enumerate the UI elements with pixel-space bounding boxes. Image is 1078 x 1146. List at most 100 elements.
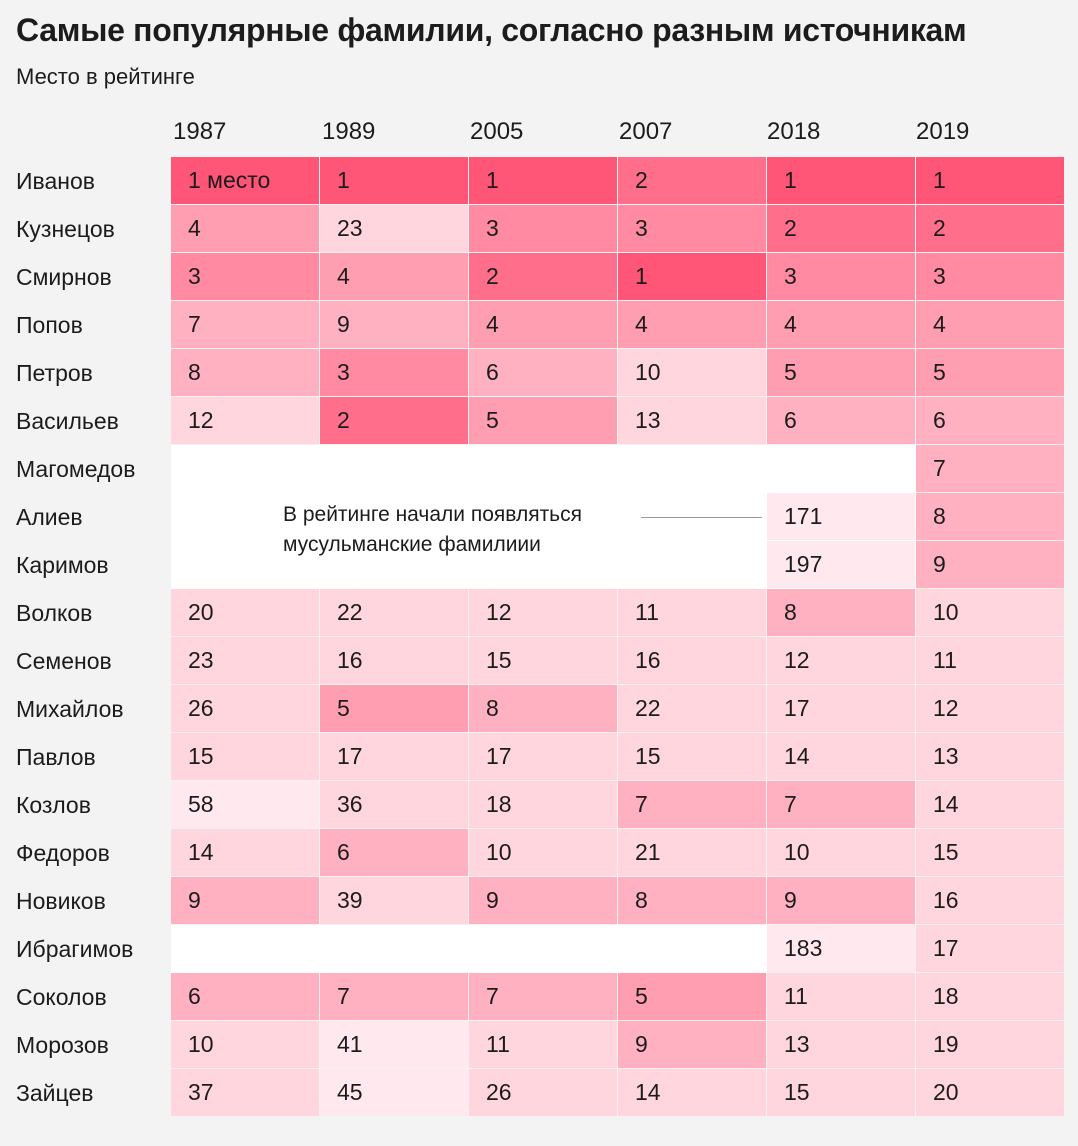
rank-cell: 6 <box>916 397 1064 444</box>
rank-cell: 5 <box>618 973 766 1020</box>
rank-cell: 10 <box>171 1021 319 1068</box>
rank-cell: 17 <box>916 925 1064 972</box>
rank-cell: 8 <box>171 349 319 396</box>
rank-cell: 6 <box>171 973 319 1020</box>
rank-cell: 15 <box>469 637 617 684</box>
rank-cell: 20 <box>171 589 319 636</box>
rank-cell: 8 <box>469 685 617 732</box>
row-label: Смирнов <box>16 264 112 290</box>
rank-cell: 1 <box>618 253 766 300</box>
rank-cell: 19 <box>916 1021 1064 1068</box>
row-label: Каримов <box>16 552 109 578</box>
row-label: Иванов <box>16 168 95 194</box>
rank-cell: 13 <box>618 397 766 444</box>
row-label: Кузнецов <box>16 216 115 242</box>
column-header-1989: 1989 <box>322 118 376 145</box>
rank-cell: 9 <box>320 301 468 348</box>
column-header-2007: 2007 <box>619 118 673 145</box>
rank-cell: 12 <box>469 589 617 636</box>
rank-cell: 26 <box>469 1069 617 1116</box>
row-label: Семенов <box>16 648 112 674</box>
rank-cell: 1 <box>767 157 915 204</box>
rank-cell: 7 <box>916 445 1064 492</box>
rank-cell: 3 <box>916 253 1064 300</box>
rank-cell: 2 <box>469 253 617 300</box>
chart-subtitle: Место в рейтинге <box>16 64 195 89</box>
rank-cell: 23 <box>320 205 468 252</box>
row-label: Новиков <box>16 888 106 914</box>
rank-cell: 5 <box>320 685 468 732</box>
rank-cell: 8 <box>916 493 1064 540</box>
rank-cell: 7 <box>469 973 617 1020</box>
rank-cell: 17 <box>767 685 915 732</box>
rank-cell: 10 <box>767 829 915 876</box>
rank-cell: 183 <box>767 925 915 972</box>
rank-cell: 4 <box>767 301 915 348</box>
rank-cell: 14 <box>171 829 319 876</box>
row-label: Попов <box>16 312 83 338</box>
rank-cell: 58 <box>171 781 319 828</box>
row-label: Федоров <box>16 840 110 866</box>
rank-cell: 7 <box>320 973 468 1020</box>
rank-cell: 6 <box>469 349 617 396</box>
rank-cell: 16 <box>916 877 1064 924</box>
annotation-text: В рейтинге начали появляться мусульманск… <box>283 500 582 560</box>
rank-cell: 197 <box>767 541 915 588</box>
rank-cell: 4 <box>171 205 319 252</box>
rank-cell: 1 <box>916 157 1064 204</box>
annotation-connector-line <box>641 517 762 518</box>
rank-cell: 6 <box>767 397 915 444</box>
column-header-2005: 2005 <box>470 118 524 145</box>
rank-cell: 17 <box>469 733 617 780</box>
rank-cell: 5 <box>916 349 1064 396</box>
rank-cell: 21 <box>618 829 766 876</box>
row-label: Морозов <box>16 1032 109 1058</box>
rank-cell: 15 <box>916 829 1064 876</box>
rank-cell: 12 <box>171 397 319 444</box>
row-label: Петров <box>16 360 93 386</box>
rank-cell: 12 <box>767 637 915 684</box>
rank-cell: 10 <box>469 829 617 876</box>
rank-cell: 1 <box>320 157 468 204</box>
rank-cell: 3 <box>320 349 468 396</box>
rank-cell: 5 <box>469 397 617 444</box>
rank-cell: 8 <box>618 877 766 924</box>
rank-cell: 2 <box>320 397 468 444</box>
rank-cell: 10 <box>916 589 1064 636</box>
rank-cell: 9 <box>916 541 1064 588</box>
rank-cell: 2 <box>767 205 915 252</box>
rank-cell: 41 <box>320 1021 468 1068</box>
row-label: Зайцев <box>16 1080 94 1106</box>
row-label: Волков <box>16 600 93 626</box>
rank-cell: 15 <box>767 1069 915 1116</box>
rank-cell: 3 <box>171 253 319 300</box>
row-label: Магомедов <box>16 456 136 482</box>
rank-cell: 23 <box>171 637 319 684</box>
rank-cell: 18 <box>916 973 1064 1020</box>
rank-cell: 15 <box>618 733 766 780</box>
rank-cell: 17 <box>320 733 468 780</box>
rank-cell: 22 <box>618 685 766 732</box>
rank-cell: 2 <box>618 157 766 204</box>
rank-cell: 13 <box>767 1021 915 1068</box>
rank-cell: 10 <box>618 349 766 396</box>
rank-cell: 14 <box>916 781 1064 828</box>
rank-cell: 1 место <box>171 157 319 204</box>
rank-cell: 9 <box>469 877 617 924</box>
rank-cell: 4 <box>916 301 1064 348</box>
column-header-2018: 2018 <box>767 118 821 145</box>
rank-cell: 3 <box>469 205 617 252</box>
column-header-2019: 2019 <box>916 118 970 145</box>
rank-cell: 2 <box>916 205 1064 252</box>
chart-title: Самые популярные фамилии, согласно разны… <box>16 12 967 48</box>
rank-cell: 11 <box>469 1021 617 1068</box>
rank-cell: 3 <box>767 253 915 300</box>
row-label: Соколов <box>16 984 107 1010</box>
rank-cell: 45 <box>320 1069 468 1116</box>
rank-cell: 12 <box>916 685 1064 732</box>
rank-cell: 16 <box>618 637 766 684</box>
row-label: Ибрагимов <box>16 936 134 962</box>
row-label: Васильев <box>16 408 119 434</box>
rank-cell: 14 <box>767 733 915 780</box>
rank-cell: 37 <box>171 1069 319 1116</box>
